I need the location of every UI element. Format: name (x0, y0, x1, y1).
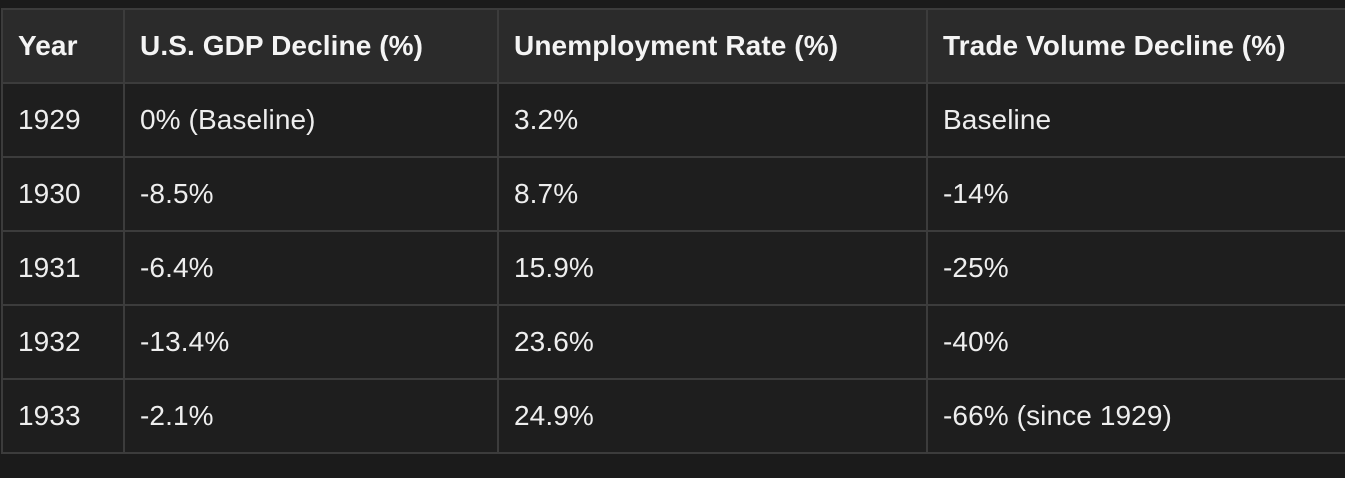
header-row: Year U.S. GDP Decline (%) Unemployment R… (1, 8, 1345, 84)
cell-year: 1930 (1, 156, 125, 232)
cell-gdp-decline: -8.5% (123, 156, 499, 232)
column-header-year: Year (1, 8, 125, 84)
cell-gdp-decline: -2.1% (123, 378, 499, 454)
table-row: 1929 0% (Baseline) 3.2% Baseline (1, 82, 1345, 158)
column-header-trade-volume-decline: Trade Volume Decline (%) (926, 8, 1345, 84)
cell-year: 1932 (1, 304, 125, 380)
table-row: 1932 -13.4% 23.6% -40% (1, 304, 1345, 380)
table-row: 1933 -2.1% 24.9% -66% (since 1929) (1, 378, 1345, 454)
cell-trade-volume-decline: -66% (since 1929) (926, 378, 1345, 454)
cell-trade-volume-decline: -25% (926, 230, 1345, 306)
column-header-unemployment-rate: Unemployment Rate (%) (497, 8, 928, 84)
table-row: 1931 -6.4% 15.9% -25% (1, 230, 1345, 306)
cell-year: 1931 (1, 230, 125, 306)
column-header-gdp-decline: U.S. GDP Decline (%) (123, 8, 499, 84)
cell-trade-volume-decline: Baseline (926, 82, 1345, 158)
table-body: 1929 0% (Baseline) 3.2% Baseline 1930 -8… (1, 82, 1345, 454)
cell-trade-volume-decline: -40% (926, 304, 1345, 380)
cell-gdp-decline: 0% (Baseline) (123, 82, 499, 158)
cell-unemployment-rate: 15.9% (497, 230, 928, 306)
cell-unemployment-rate: 23.6% (497, 304, 928, 380)
cell-year: 1933 (1, 378, 125, 454)
cell-gdp-decline: -13.4% (123, 304, 499, 380)
cell-year: 1929 (1, 82, 125, 158)
table-row: 1930 -8.5% 8.7% -14% (1, 156, 1345, 232)
cell-unemployment-rate: 24.9% (497, 378, 928, 454)
cell-trade-volume-decline: -14% (926, 156, 1345, 232)
table-header: Year U.S. GDP Decline (%) Unemployment R… (1, 8, 1345, 84)
cell-unemployment-rate: 8.7% (497, 156, 928, 232)
data-table: Year U.S. GDP Decline (%) Unemployment R… (1, 8, 1345, 454)
cell-gdp-decline: -6.4% (123, 230, 499, 306)
cell-unemployment-rate: 3.2% (497, 82, 928, 158)
